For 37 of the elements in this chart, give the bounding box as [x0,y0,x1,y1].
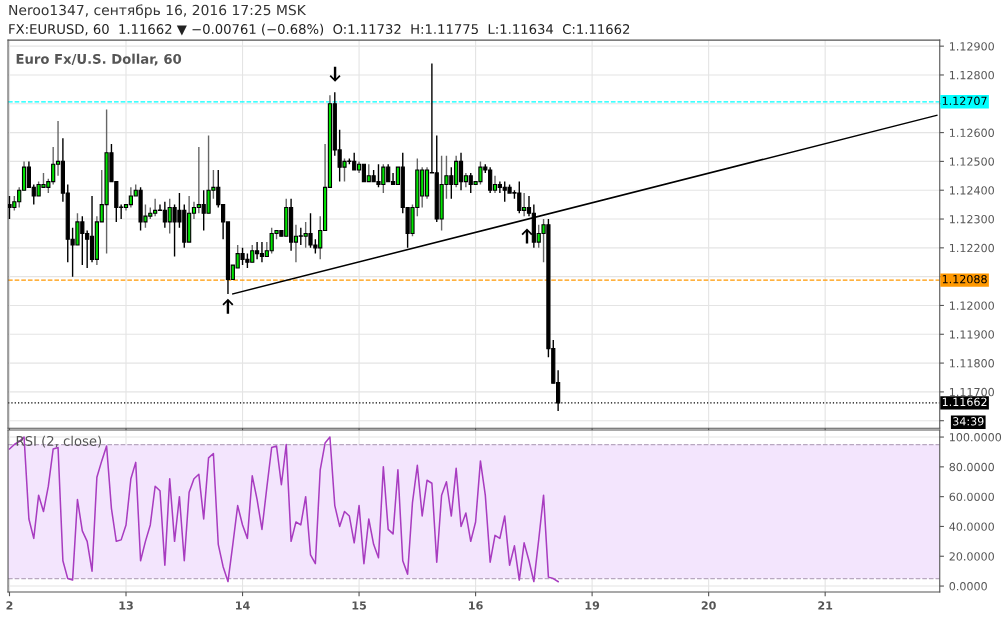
y-tick-label: 1.11800 [949,359,994,368]
chart-subtitle: FX:EURUSD, 60 1.11662 ▼ −0.00761 (−0.68%) O:1.11732 H:1.11775 L:1.11634 C:1.11662 [9,23,630,36]
y-tick-label: 1.11700 [949,387,994,397]
candlestick [458,152,464,191]
x-tick-label: 15 [352,601,367,610]
y-tick-label: 1.12200 [949,243,994,253]
y-tick-label: 1.11900 [949,330,994,339]
candlestick [89,195,95,263]
candlestick [259,241,265,263]
y-tick-label: 1.12500 [949,157,994,166]
x-tick-label: 14 [236,601,250,610]
text: 34:39 [953,417,984,426]
line-series [8,436,559,583]
y-tick-label: 1.12300 [949,215,994,224]
y-tick-label: 1.12800 [949,70,994,80]
y-tick-label: 1.12900 [949,42,994,51]
x-tick-label: 19 [585,601,600,610]
x-tick-label: 16 [469,601,483,610]
ref-line-label: 1.11662 [942,397,987,407]
y-tick-label: 1.12600 [949,128,994,137]
x-tick-label: 13 [119,601,133,610]
x-tick-label: 21 [818,601,833,610]
x-tick-label: 2 [6,601,13,610]
y-tick-label: 100.0000 [949,433,1002,442]
ref-line-label: 1.12707 [942,96,987,105]
y-tick-label: 60.0000 [949,492,994,502]
annotation: Euro Fx/U.S. Dollar, 60 [16,53,182,66]
y-tick-label: 0.0000 [949,582,987,591]
candlestick [254,241,260,261]
y-tick-label: 1.12000 [949,301,994,310]
y-tick-label: 1.12400 [949,186,994,195]
y-tick-label: 40.0000 [949,522,994,531]
y-tick-label: 20.0000 [949,552,994,561]
ref-line-label: 1.12088 [942,274,987,284]
chart-title: Neroo1347, сентябрь 16, 2016 17:25 MSK [9,4,307,18]
y-tick-label: 80.0000 [949,462,994,472]
x-tick-label: 20 [701,601,716,610]
